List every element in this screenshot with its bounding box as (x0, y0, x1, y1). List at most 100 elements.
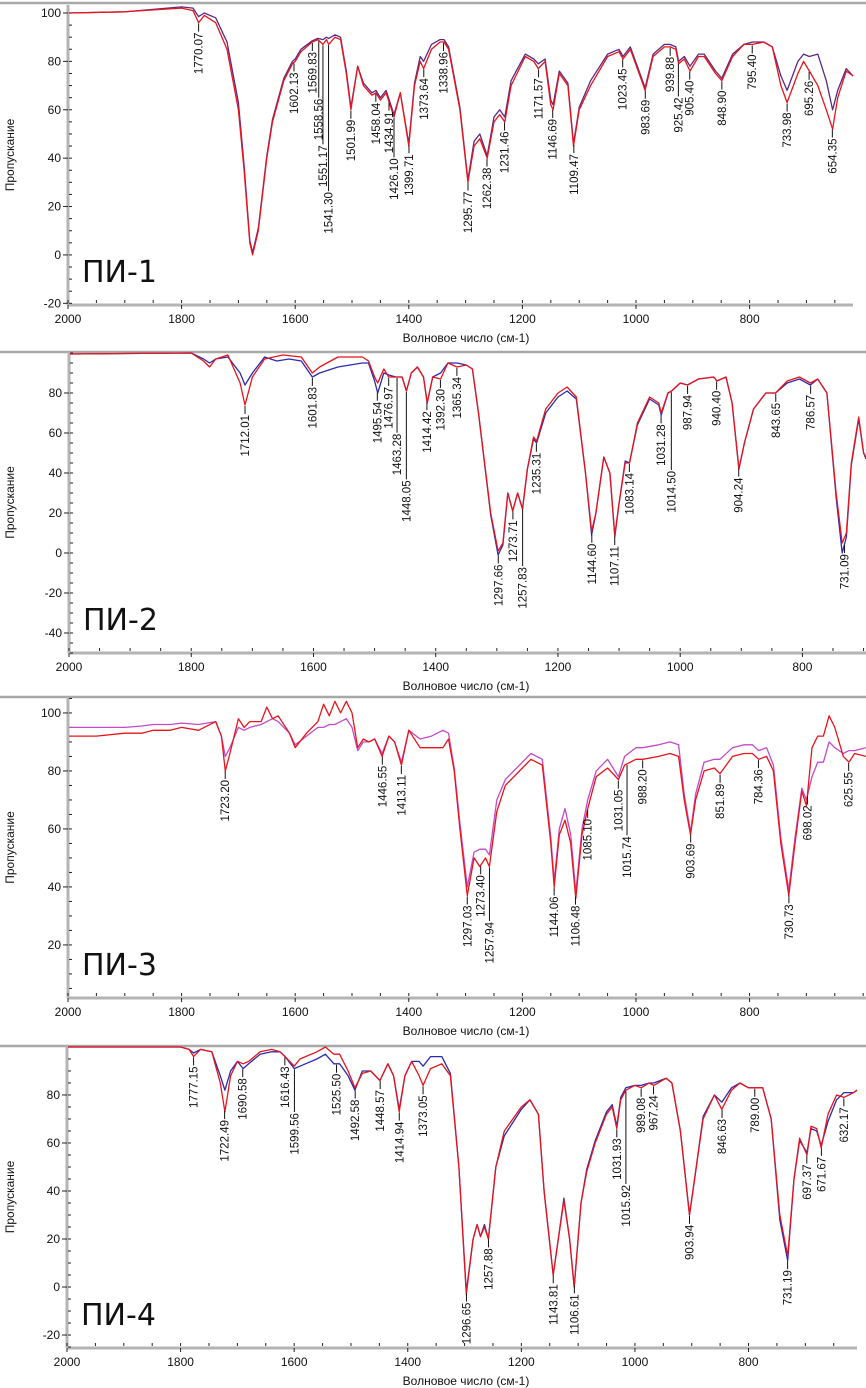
x-tick-label: 1400 (422, 660, 449, 674)
peak-label: 1338.96 (438, 52, 450, 94)
y-tick-label: 60 (48, 822, 62, 836)
peak-label: 1569.83 (307, 52, 319, 94)
peak-label: 1413.11 (396, 775, 408, 816)
peak-label: 1770.07 (194, 33, 206, 75)
y-tick-label: 100 (41, 706, 61, 720)
y-tick-label: 60 (47, 1136, 61, 1150)
peak-label: 851.89 (715, 784, 727, 819)
x-tick-label: 1600 (300, 660, 327, 674)
x-tick-label: 1800 (167, 1355, 194, 1369)
y-tick-label: 80 (48, 54, 62, 68)
peak-label: 1143.81 (548, 1284, 560, 1325)
peak-label: 903.69 (686, 844, 698, 879)
peak-label: 698.02 (802, 805, 814, 840)
peak-label: 1558.56 (314, 99, 326, 141)
peak-label: 1262.38 (482, 168, 494, 210)
x-tick-label: 1600 (282, 1005, 309, 1019)
y-tick-label: 20 (48, 938, 62, 952)
spectrum-line-1 (70, 352, 866, 556)
peak-label: 1031.93 (612, 1138, 624, 1180)
y-axis-title: Пропускание (3, 811, 17, 884)
x-tick-label: 2000 (56, 660, 83, 674)
spectrum-line-1 (69, 718, 866, 894)
peak-label: 1373.64 (419, 78, 431, 120)
x-tick-label: 800 (740, 312, 760, 326)
spectrum-line-2 (70, 352, 866, 552)
peak-label: 1599.56 (289, 1113, 301, 1155)
y-tick-label: 20 (49, 506, 63, 520)
x-axis-title: Волновое число (см-1) (403, 1374, 530, 1388)
peak-label: 904.24 (734, 477, 746, 513)
spectrum-line-1 (69, 6, 854, 254)
peak-label: 1777.15 (189, 1066, 201, 1108)
peak-label: 730.73 (784, 904, 796, 939)
x-tick-label: 1400 (394, 1355, 421, 1369)
y-tick-label: 60 (49, 426, 63, 440)
sample-label: ПИ-4 (81, 1298, 156, 1333)
x-tick-label: 1400 (395, 312, 422, 326)
peak-label: 1399.71 (404, 154, 416, 196)
peak-label: 1083.14 (624, 472, 636, 514)
y-tick-label: 40 (47, 1184, 61, 1198)
peak-label: 731.09 (840, 554, 852, 589)
y-tick-label: 0 (54, 248, 61, 262)
sample-label: ПИ-2 (83, 603, 158, 638)
peak-label: 1231.46 (500, 131, 512, 173)
peak-label: 1722.49 (220, 1120, 232, 1162)
peak-label: 848.90 (717, 91, 729, 126)
peak-label: 1106.48 (570, 906, 582, 947)
peak-label: 1015.74 (622, 836, 634, 878)
x-tick-label: 2000 (55, 312, 82, 326)
peak-label: 1273.71 (508, 520, 520, 562)
peak-label: 786.57 (806, 395, 818, 430)
peak-label: 1434.91 (384, 112, 396, 154)
peak-label: 1031.05 (613, 790, 625, 832)
peak-label: 1690.58 (238, 1078, 250, 1120)
peak-label: 1257.94 (484, 921, 496, 963)
x-axis-title: Волновое число (см-1) (403, 331, 530, 345)
y-tick-label: 40 (48, 880, 62, 894)
peak-label: 988.20 (638, 769, 650, 804)
peak-label: 1448.57 (375, 1090, 387, 1132)
peak-label: 1297.03 (462, 905, 474, 947)
y-tick-label: 20 (48, 200, 62, 214)
peak-label: 1015.92 (621, 1185, 633, 1227)
peak-label: 1296.65 (461, 1303, 473, 1345)
peak-label: 1365.34 (452, 376, 464, 418)
peak-label: 1492.58 (350, 1100, 362, 1142)
x-tick-label: 800 (740, 1005, 760, 1019)
peak-label: 795.40 (747, 54, 759, 89)
peak-label: 1712.01 (240, 415, 252, 457)
peak-label: 1144.06 (549, 897, 561, 938)
peak-label: 1085.10 (583, 819, 595, 861)
peak-label: 1463.28 (392, 434, 404, 476)
peak-label: 1414.42 (422, 411, 434, 453)
x-tick-label: 2000 (54, 1355, 81, 1369)
peak-label: 1107.11 (610, 546, 622, 586)
y-tick-label: 0 (55, 546, 62, 560)
x-tick-label: 1800 (168, 312, 195, 326)
y-tick-label: -20 (44, 296, 62, 310)
x-tick-label: 800 (792, 660, 812, 674)
peak-label: 654.35 (827, 138, 839, 173)
peak-label: 1023.45 (618, 68, 630, 110)
peak-label: 1146.69 (548, 119, 560, 160)
x-tick-label: 1600 (281, 1355, 308, 1369)
peak-label: 1257.88 (483, 1248, 495, 1290)
y-tick-label: 100 (41, 6, 61, 20)
peak-label: 903.94 (684, 1224, 696, 1260)
peak-label: 733.98 (782, 112, 794, 147)
peak-label: 939.88 (665, 57, 677, 92)
y-tick-label: -40 (45, 626, 63, 640)
spectrum-panel-2: 2000 1800 1600 1400 1200 1000 800 80 60 40 20 0 -20 -… (0, 350, 866, 693)
y-tick-label: 80 (47, 1088, 61, 1102)
x-tick-label: 1200 (545, 660, 572, 674)
peak-label: 1109.47 (569, 154, 581, 195)
peak-label: 1373.05 (418, 1095, 430, 1137)
peak-label: 731.19 (783, 1270, 795, 1305)
peak-label: 1171.57 (534, 78, 546, 119)
x-tick-label: 1800 (168, 1005, 195, 1019)
x-tick-label: 1800 (178, 660, 205, 674)
y-tick-label: 40 (49, 466, 63, 480)
